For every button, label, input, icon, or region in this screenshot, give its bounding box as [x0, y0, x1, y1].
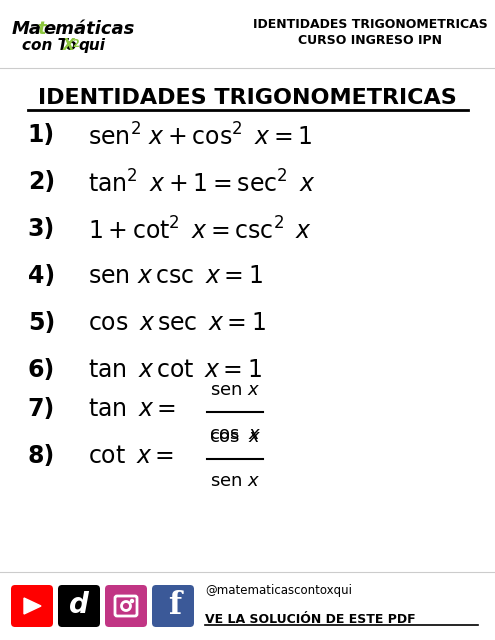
Text: 1): 1)	[28, 123, 55, 147]
Text: CURSO INGRESO IPN: CURSO INGRESO IPN	[298, 34, 442, 47]
Text: $\mathregular{sen}\ x$: $\mathregular{sen}\ x$	[210, 381, 260, 399]
Text: $\cos\ x$: $\cos\ x$	[209, 425, 261, 443]
Text: $\cot\ x =$: $\cot\ x =$	[88, 444, 174, 468]
Text: f: f	[168, 589, 182, 621]
Text: $\tan^2\ x + 1 = \sec^2\ x$: $\tan^2\ x + 1 = \sec^2\ x$	[88, 170, 316, 197]
Text: IDENTIDADES TRIGONOMETRICAS: IDENTIDADES TRIGONOMETRICAS	[252, 18, 488, 31]
FancyBboxPatch shape	[58, 585, 100, 627]
Text: $\tan\ x =$: $\tan\ x =$	[88, 397, 176, 421]
Text: $\mathregular{sen}\ x$: $\mathregular{sen}\ x$	[210, 472, 260, 490]
FancyBboxPatch shape	[105, 585, 147, 627]
Circle shape	[131, 600, 134, 602]
Text: 3): 3)	[28, 217, 55, 241]
FancyBboxPatch shape	[152, 585, 194, 627]
Text: $\cos\ x\, \sec\ x = 1$: $\cos\ x\, \sec\ x = 1$	[88, 311, 266, 335]
Text: $\mathregular{sen}\ x\, \csc\ x = 1$: $\mathregular{sen}\ x\, \csc\ x = 1$	[88, 264, 263, 288]
Text: $\cos\ x$: $\cos\ x$	[209, 428, 261, 446]
Text: d: d	[69, 591, 89, 619]
Text: 8): 8)	[28, 444, 55, 468]
Text: 7): 7)	[28, 397, 55, 421]
Text: 5): 5)	[28, 311, 55, 335]
Text: 2: 2	[72, 39, 79, 49]
Text: 6): 6)	[28, 358, 55, 382]
Text: con To: con To	[22, 38, 77, 53]
Text: @matematicascontoxqui: @matematicascontoxqui	[205, 584, 352, 597]
Text: 2): 2)	[28, 170, 55, 194]
FancyBboxPatch shape	[11, 585, 53, 627]
Text: 4): 4)	[28, 264, 55, 288]
Polygon shape	[24, 598, 41, 614]
Text: VE LA SOLUCIÓN DE ESTE PDF: VE LA SOLUCIÓN DE ESTE PDF	[205, 613, 416, 626]
Text: $\mathregular{sen}^2\ x + \cos^2\ x = 1$: $\mathregular{sen}^2\ x + \cos^2\ x = 1$	[88, 123, 312, 150]
Text: Ma: Ma	[12, 20, 42, 38]
Text: $\tan\ x\, \cot\ x = 1$: $\tan\ x\, \cot\ x = 1$	[88, 358, 262, 382]
Text: qui: qui	[78, 38, 105, 53]
Text: X: X	[63, 38, 75, 53]
Text: IDENTIDADES TRIGONOMETRICAS: IDENTIDADES TRIGONOMETRICAS	[38, 88, 456, 108]
Text: $1 + \cot^2\ x = \csc^2\ x$: $1 + \cot^2\ x = \csc^2\ x$	[88, 217, 312, 244]
Text: t: t	[37, 20, 46, 38]
Text: emáticas: emáticas	[43, 20, 134, 38]
